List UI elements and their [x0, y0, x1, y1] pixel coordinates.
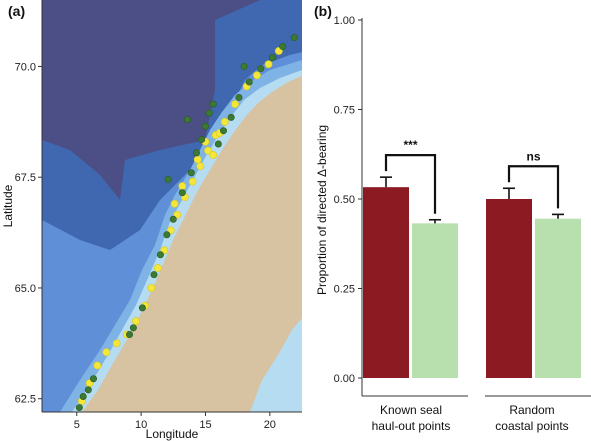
- map-y-ticks: 62.5 65.0 67.5 70.0: [15, 61, 42, 406]
- yellow-point: [153, 264, 162, 272]
- yellow-point: [231, 100, 239, 109]
- yellow-point: [264, 60, 273, 69]
- green-point: [150, 271, 158, 279]
- bar: [486, 199, 532, 378]
- green-point: [163, 231, 171, 239]
- bar-y-tick-label: 0.00: [334, 373, 355, 385]
- green-point: [219, 127, 227, 135]
- green-point: [183, 116, 191, 124]
- map-y-axis-title: Latitude: [1, 184, 15, 227]
- yellow-point: [93, 361, 102, 370]
- green-point: [257, 65, 265, 73]
- significance-bracket: [507, 165, 560, 209]
- green-point: [187, 169, 195, 177]
- green-point: [240, 62, 248, 70]
- green-point: [89, 375, 97, 383]
- bars: *** ns: [363, 138, 581, 378]
- bar-y-ticks: 0.00 0.25 0.50 0.75 1.00: [334, 15, 362, 385]
- green-point: [235, 93, 243, 101]
- bar-x-labels: Known seal haul-out points Random coastal p…: [372, 403, 569, 433]
- map-inland-water: [250, 318, 302, 412]
- map-x-tick-label: 5: [74, 419, 80, 431]
- bar-group-label: Random: [509, 403, 554, 417]
- yellow-point: [196, 162, 205, 171]
- bar: [535, 218, 581, 378]
- yellow-point: [204, 146, 212, 155]
- map-x-tick-label: 20: [264, 419, 276, 431]
- yellow-point: [112, 339, 121, 348]
- yellow-point: [132, 317, 140, 326]
- map-y-tick-label: 62.5: [15, 394, 36, 406]
- significance-label: ***: [403, 138, 417, 152]
- panel-b-label: (b): [314, 3, 332, 19]
- yellow-point: [178, 182, 187, 190]
- map-axes: [41, 0, 302, 413]
- map-x-tick-label: 15: [199, 419, 211, 431]
- yellow-point: [253, 71, 261, 80]
- green-point: [201, 122, 209, 130]
- green-point: [178, 189, 186, 197]
- yellow-point: [170, 199, 179, 208]
- map-land: [82, 76, 302, 412]
- green-point: [138, 304, 146, 312]
- bar-panel: 0.00 0.25 0.50 0.75 1.00 *** ns Known seal hau…: [315, 15, 591, 433]
- green-point: [79, 392, 87, 400]
- bar: [363, 187, 409, 378]
- green-point: [198, 136, 206, 144]
- green-point: [156, 251, 164, 259]
- bar-y-tick-label: 0.50: [334, 194, 355, 206]
- map-y-tick-label: 65.0: [15, 283, 36, 295]
- green-point: [227, 113, 235, 121]
- map-x-tick-label: 10: [135, 419, 147, 431]
- green-point: [245, 78, 253, 86]
- yellow-point: [193, 155, 202, 164]
- green-point: [169, 215, 177, 223]
- green-point: [75, 404, 83, 412]
- map-x-axis-title: Longitude: [146, 427, 199, 441]
- bar-y-tick-label: 0.75: [334, 105, 355, 117]
- green-point: [290, 34, 298, 42]
- bar-y-tick-label: 1.00: [334, 15, 355, 27]
- green-point: [209, 100, 217, 108]
- yellow-point: [220, 117, 229, 126]
- green-point: [192, 149, 200, 157]
- green-point: [126, 330, 134, 338]
- map-points: [75, 34, 298, 412]
- yellow-point: [102, 348, 111, 357]
- yellow-point: [209, 151, 218, 159]
- significance-bracket: [384, 154, 437, 214]
- panel-a-label: (a): [8, 3, 25, 19]
- bar-y-tick-label: 0.25: [334, 284, 355, 296]
- map-x-ticks: 5 10 15 20: [74, 412, 276, 431]
- map-panel: 5 10 15 20 62.5 65.0 67.5 70.0 Longitude Latit…: [1, 0, 302, 441]
- green-point: [279, 43, 287, 51]
- green-point: [205, 109, 213, 117]
- map-y-tick-label: 70.0: [15, 61, 36, 73]
- yellow-point: [147, 284, 156, 292]
- green-point: [164, 175, 172, 183]
- yellow-point: [188, 177, 197, 186]
- bar-y-axis-title: Proportion of directed Δ-bearing: [315, 125, 329, 295]
- green-point: [129, 324, 137, 332]
- bar-group-label: coastal points: [495, 419, 568, 433]
- map-y-tick-label: 67.5: [15, 172, 36, 184]
- bar-group-label: haul-out points: [372, 419, 451, 433]
- bar-group-label: Known seal: [380, 403, 442, 417]
- green-point: [84, 386, 92, 394]
- green-point: [214, 140, 222, 148]
- bar: [412, 223, 458, 378]
- green-point: [268, 54, 276, 62]
- significance-label: ns: [526, 149, 540, 163]
